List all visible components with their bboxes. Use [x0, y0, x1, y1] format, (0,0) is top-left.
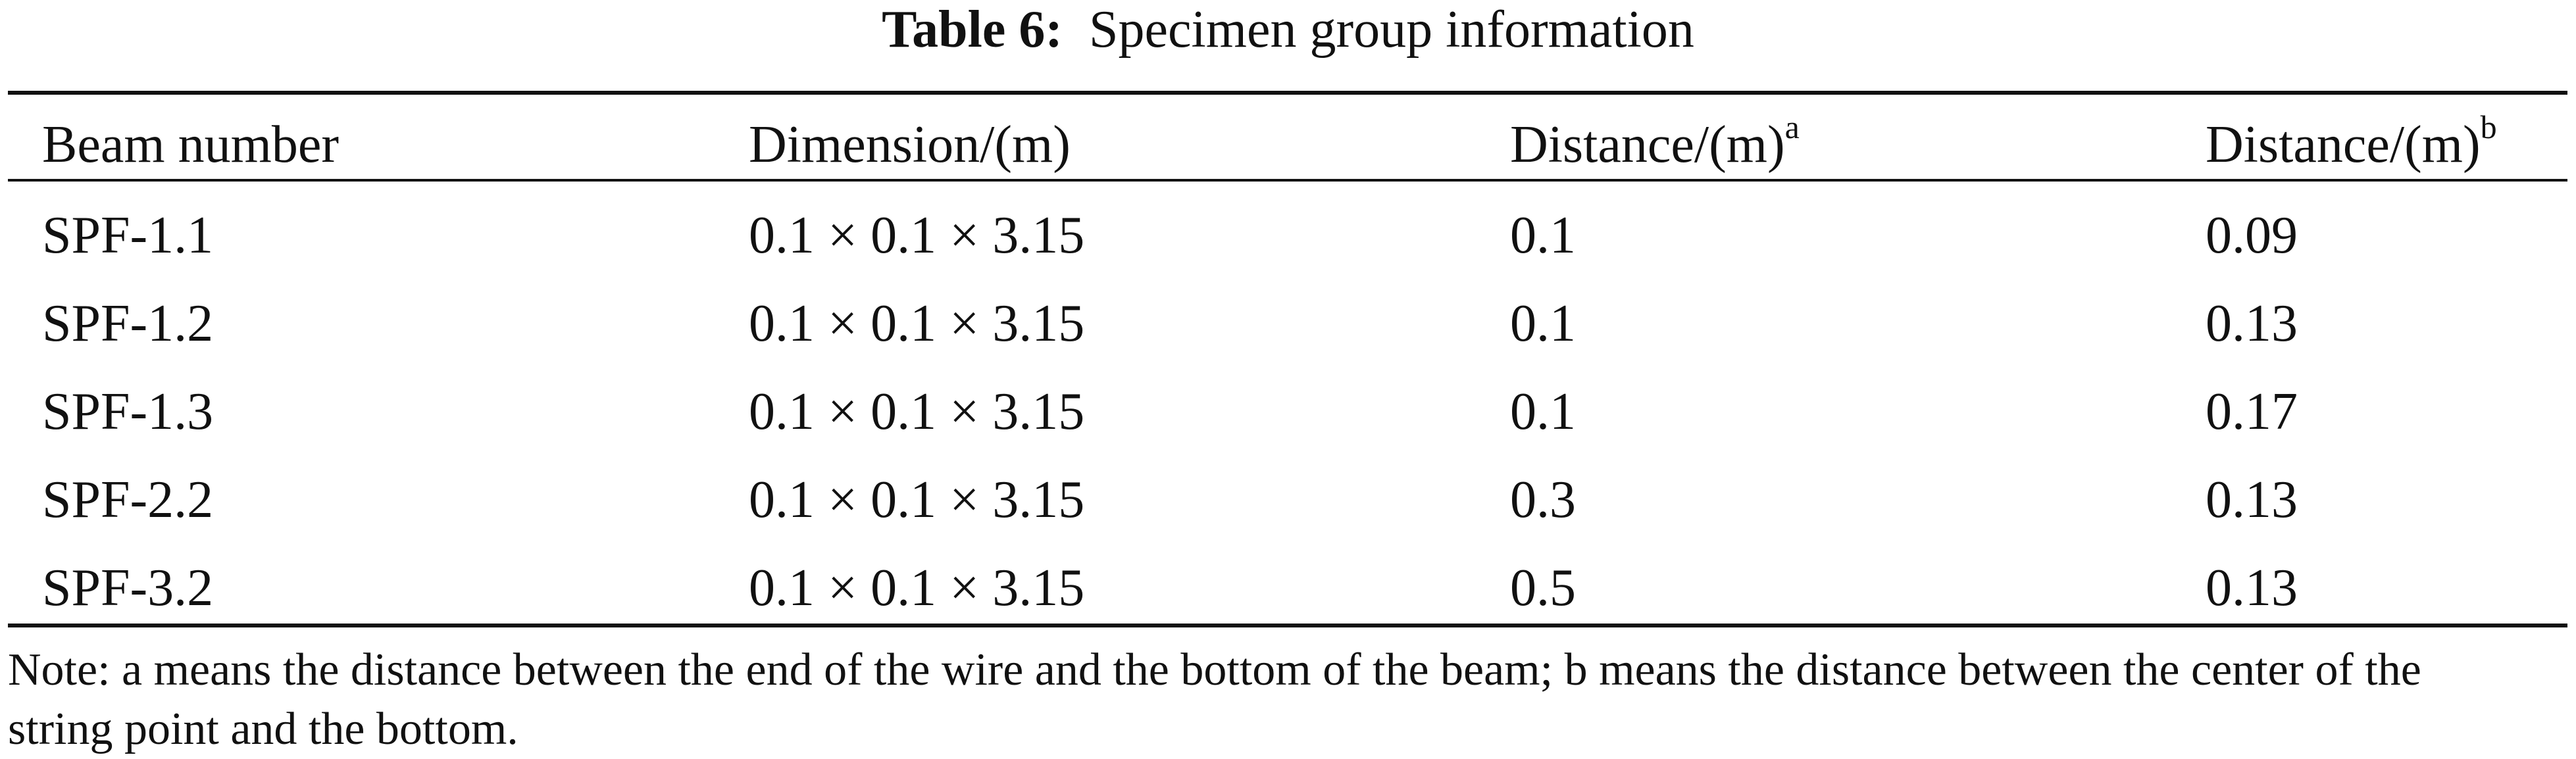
- cell-distance-b: 0.13: [2206, 559, 2298, 617]
- header-beam-number: Beam number: [42, 116, 339, 174]
- table-caption-label: Table 6:: [882, 1, 1063, 59]
- cell-distance-a: 0.5: [1510, 559, 1576, 617]
- cell-dimension: 0.1 × 0.1 × 3.15: [749, 207, 1085, 264]
- table-top-rule: [8, 91, 2567, 95]
- table-row: SPF-1.1 0.1 × 0.1 × 3.15 0.1 0.09: [0, 196, 2576, 275]
- header-distance-b: Distance/(m)b: [2206, 109, 2497, 174]
- footnote-marker-a: a: [1784, 109, 1800, 145]
- cell-dimension: 0.1 × 0.1 × 3.15: [749, 383, 1085, 441]
- cell-distance-b: 0.09: [2206, 207, 2298, 264]
- cell-distance-b: 0.13: [2206, 471, 2298, 529]
- table-row: SPF-1.3 0.1 × 0.1 × 3.15 0.1 0.17: [0, 372, 2576, 451]
- table-row: SPF-3.2 0.1 × 0.1 × 3.15 0.5 0.13: [0, 549, 2576, 627]
- cell-beam-number: SPF-1.3: [42, 383, 214, 441]
- cell-dimension: 0.1 × 0.1 × 3.15: [749, 295, 1085, 353]
- cell-beam-number: SPF-2.2: [42, 471, 214, 529]
- cell-beam-number: SPF-3.2: [42, 559, 214, 617]
- header-distance-a: Distance/(m)a: [1510, 109, 1800, 174]
- table-row: SPF-1.2 0.1 × 0.1 × 3.15 0.1 0.13: [0, 284, 2576, 363]
- cell-distance-b: 0.13: [2206, 295, 2298, 353]
- table-caption-title: Specimen group information: [1089, 1, 1694, 59]
- table-bottom-rule: [8, 624, 2567, 627]
- table-note-line-1: Note: a means the distance between the e…: [8, 645, 2421, 695]
- cell-dimension: 0.1 × 0.1 × 3.15: [749, 471, 1085, 529]
- table-row: SPF-2.2 0.1 × 0.1 × 3.15 0.3 0.13: [0, 460, 2576, 539]
- table-caption: Table 6: Specimen group information: [0, 0, 2576, 59]
- table-note-line-2: string point and the bottom.: [8, 704, 518, 754]
- cell-beam-number: SPF-1.1: [42, 207, 214, 264]
- cell-distance-a: 0.1: [1510, 295, 1576, 353]
- cell-distance-a: 0.3: [1510, 471, 1576, 529]
- cell-distance-b: 0.17: [2206, 383, 2298, 441]
- table-header-row: Beam number Dimension/(m) Distance/(m)a …: [0, 105, 2576, 184]
- cell-beam-number: SPF-1.2: [42, 295, 214, 353]
- header-dimension: Dimension/(m): [749, 116, 1071, 174]
- cell-distance-a: 0.1: [1510, 207, 1576, 264]
- cell-dimension: 0.1 × 0.1 × 3.15: [749, 559, 1085, 617]
- table-note: Note: a means the distance between the e…: [8, 641, 2571, 759]
- table-header-rule: [8, 179, 2567, 182]
- cell-distance-a: 0.1: [1510, 383, 1576, 441]
- footnote-marker-b: b: [2480, 109, 2497, 145]
